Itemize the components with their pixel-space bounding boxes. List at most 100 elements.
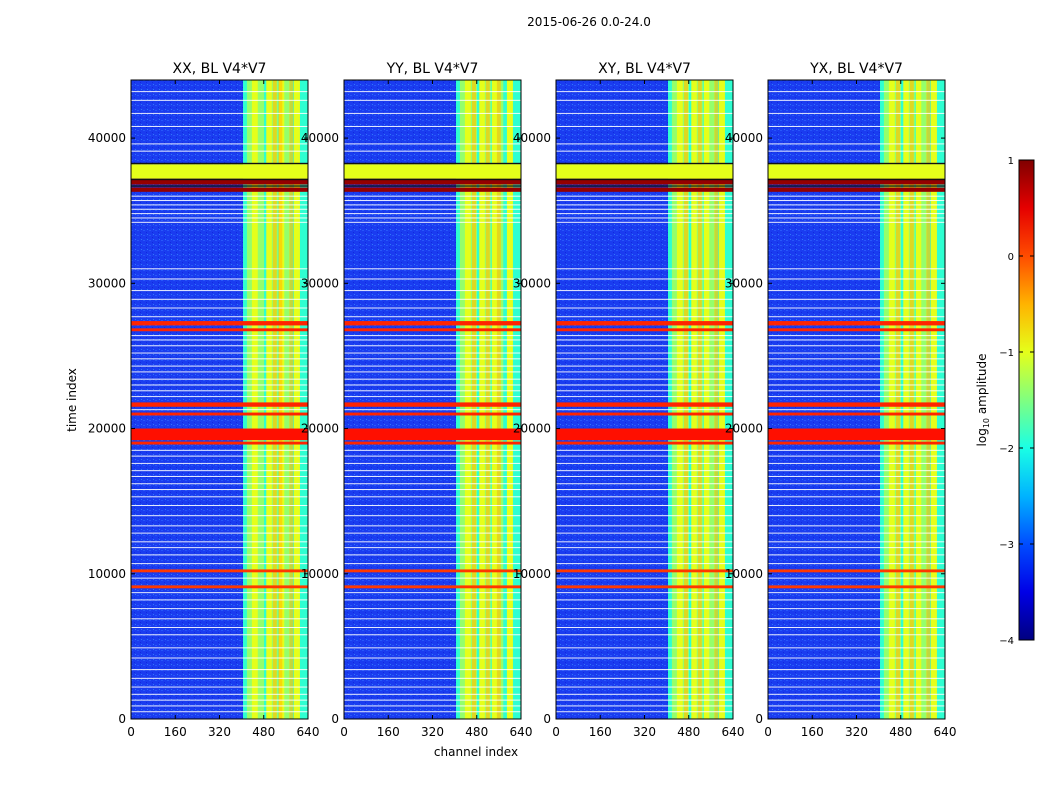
gap-line xyxy=(556,268,733,270)
gap-line xyxy=(556,462,733,464)
flagged-time-range xyxy=(344,328,521,332)
hot-channel xyxy=(272,80,277,719)
gap-line xyxy=(344,143,521,145)
panel-title: YX, BL V4*V7 xyxy=(809,61,903,77)
gap-line xyxy=(556,577,733,579)
gap-line xyxy=(768,693,945,695)
flagged-time-range xyxy=(768,412,945,416)
gap-line xyxy=(556,647,733,649)
y-tick-label: 10000 xyxy=(725,567,763,581)
x-tick-label: 160 xyxy=(589,725,612,739)
gap-line xyxy=(768,150,945,152)
gap-line xyxy=(131,669,308,671)
gap-line xyxy=(556,699,733,701)
flagged-time-range xyxy=(556,441,733,445)
gap-line xyxy=(556,195,733,197)
gap-line xyxy=(131,91,308,93)
x-tick-label: 320 xyxy=(633,725,656,739)
gap-line xyxy=(556,657,733,659)
gap-line xyxy=(344,705,521,707)
flagged-time-range xyxy=(768,187,945,192)
figure-suptitle: 2015-06-26 0.0-24.0 xyxy=(527,15,651,29)
gap-line xyxy=(131,371,308,373)
flag-separator xyxy=(556,185,733,187)
gap-line xyxy=(556,352,733,354)
gap-line xyxy=(768,339,945,341)
gap-line xyxy=(556,390,733,392)
gap-line xyxy=(344,577,521,579)
flagged-time-range xyxy=(768,402,945,407)
gap-line xyxy=(344,307,521,309)
gap-line xyxy=(768,657,945,659)
hot-channel xyxy=(926,80,931,719)
gap-line xyxy=(768,384,945,386)
gap-line xyxy=(131,541,308,543)
x-tick-label: 160 xyxy=(164,725,187,739)
hot-channel xyxy=(496,80,501,719)
gap-line xyxy=(556,378,733,380)
y-tick-label: 20000 xyxy=(88,422,126,436)
x-tick-label: 0 xyxy=(552,725,560,739)
gap-line xyxy=(344,384,521,386)
gap-line xyxy=(131,365,308,367)
gap-line xyxy=(344,462,521,464)
gap-line xyxy=(556,618,733,620)
gap-line xyxy=(768,352,945,354)
x-tick-label: 320 xyxy=(421,725,444,739)
flagged-time-range xyxy=(556,569,733,573)
gap-line xyxy=(768,496,945,498)
gap-line xyxy=(556,200,733,202)
gap-line xyxy=(556,396,733,398)
bright-channel xyxy=(251,80,258,719)
x-tick-label: 0 xyxy=(764,725,772,739)
gap-line xyxy=(556,563,733,565)
panel-title: YY, BL V4*V7 xyxy=(386,61,479,77)
bright-channel xyxy=(888,80,895,719)
y-tick-label: 10000 xyxy=(513,567,551,581)
gap-line xyxy=(131,705,308,707)
gap-line xyxy=(768,577,945,579)
gap-line xyxy=(344,541,521,543)
gap-line xyxy=(556,278,733,280)
gap-line xyxy=(131,217,308,219)
gap-line xyxy=(131,475,308,477)
gap-line xyxy=(556,669,733,671)
flagged-time-range xyxy=(768,328,945,332)
y-tick-label: 40000 xyxy=(301,131,339,145)
gap-line xyxy=(768,547,945,549)
colorbar: 1 0 −1 −2 −3 −4 log10 amplitude xyxy=(975,156,1035,647)
gap-line xyxy=(556,496,733,498)
gap-line xyxy=(556,592,733,594)
gap-line xyxy=(131,143,308,145)
gap-line xyxy=(344,208,521,210)
gap-line xyxy=(768,669,945,671)
gap-line xyxy=(131,686,308,688)
gap-line xyxy=(344,290,521,292)
bright-channel xyxy=(671,80,678,719)
gap-line xyxy=(768,592,945,594)
gap-line xyxy=(556,365,733,367)
y-tick-label: 40000 xyxy=(513,131,551,145)
flagged-time-range xyxy=(131,328,308,332)
bright-channel xyxy=(284,80,291,719)
bright-channel xyxy=(506,80,513,719)
gap-line xyxy=(556,290,733,292)
flag-separator xyxy=(768,185,945,187)
gap-line xyxy=(131,204,308,206)
gap-line xyxy=(344,365,521,367)
colorbar-tick-label: 1 xyxy=(1008,156,1014,167)
gap-line xyxy=(556,339,733,341)
x-tick-label: 320 xyxy=(845,725,868,739)
gap-line xyxy=(131,711,308,713)
gap-line xyxy=(768,268,945,270)
gap-line xyxy=(131,221,308,223)
gap-line xyxy=(768,217,945,219)
flagged-time-range xyxy=(768,569,945,573)
x-tick-label: 0 xyxy=(340,725,348,739)
y-tick-label: 0 xyxy=(755,712,763,726)
gap-line xyxy=(768,221,945,223)
bright-channel xyxy=(718,80,725,719)
gap-line xyxy=(344,204,521,206)
flagged-time-range xyxy=(131,441,308,445)
gap-line xyxy=(344,505,521,507)
